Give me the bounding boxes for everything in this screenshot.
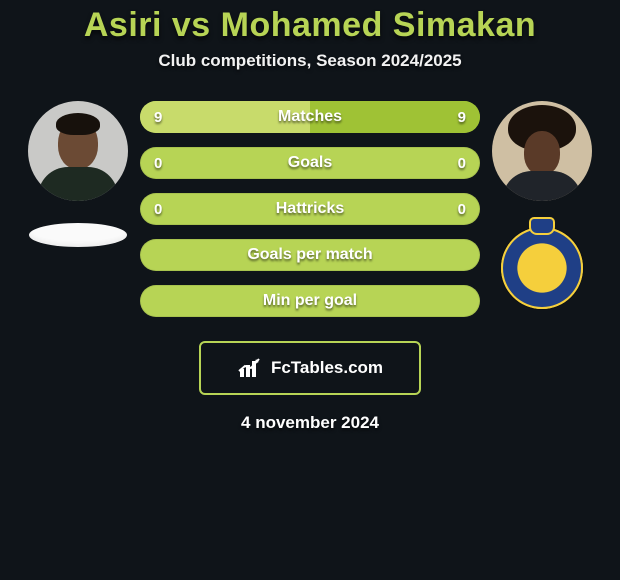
metric-label: Min per goal <box>140 285 480 317</box>
metric-bar-mpg: Min per goal <box>140 285 480 317</box>
metric-value-left: 0 <box>140 147 176 179</box>
player-left-hair <box>56 113 100 135</box>
metric-bars: Matches99Goals00Hattricks00Goals per mat… <box>140 101 480 317</box>
player-right-face <box>524 131 560 175</box>
date: 4 november 2024 <box>0 413 620 433</box>
comparison-grid: Matches99Goals00Hattricks00Goals per mat… <box>0 101 620 317</box>
player-left-headshot <box>28 101 128 201</box>
metric-bar-matches: Matches9 9 <box>140 101 480 133</box>
metric-value-right: 9 <box>444 101 480 133</box>
brand-box: FcTables.com <box>199 341 421 395</box>
comparison-infographic: Asiri vs Mohamed Simakan Club competitio… <box>0 0 620 580</box>
brand-text: FcTables.com <box>271 358 383 378</box>
metric-value-left: 0 <box>140 193 176 225</box>
player-left-club-placeholder <box>29 223 127 247</box>
metric-bar-hattricks: Hattricks0 0 <box>140 193 480 225</box>
left-column <box>28 101 128 247</box>
metric-label: Matches <box>140 101 480 133</box>
metric-value-right: 0 <box>444 147 480 179</box>
subtitle: Club competitions, Season 2024/2025 <box>0 51 620 71</box>
metric-bar-goals: Goals0 0 <box>140 147 480 179</box>
metric-label: Goals <box>140 147 480 179</box>
metric-label: Hattricks <box>140 193 480 225</box>
page-title: Asiri vs Mohamed Simakan <box>0 6 620 51</box>
metric-value-left: 9 <box>140 101 176 133</box>
right-column <box>492 101 592 309</box>
player-right-club-badge <box>501 227 583 309</box>
player-right-headshot <box>492 101 592 201</box>
chart-icon <box>237 357 265 379</box>
metric-value-right: 0 <box>444 193 480 225</box>
metric-bar-gpm: Goals per match <box>140 239 480 271</box>
metric-label: Goals per match <box>140 239 480 271</box>
player-left-shirt <box>38 167 118 201</box>
